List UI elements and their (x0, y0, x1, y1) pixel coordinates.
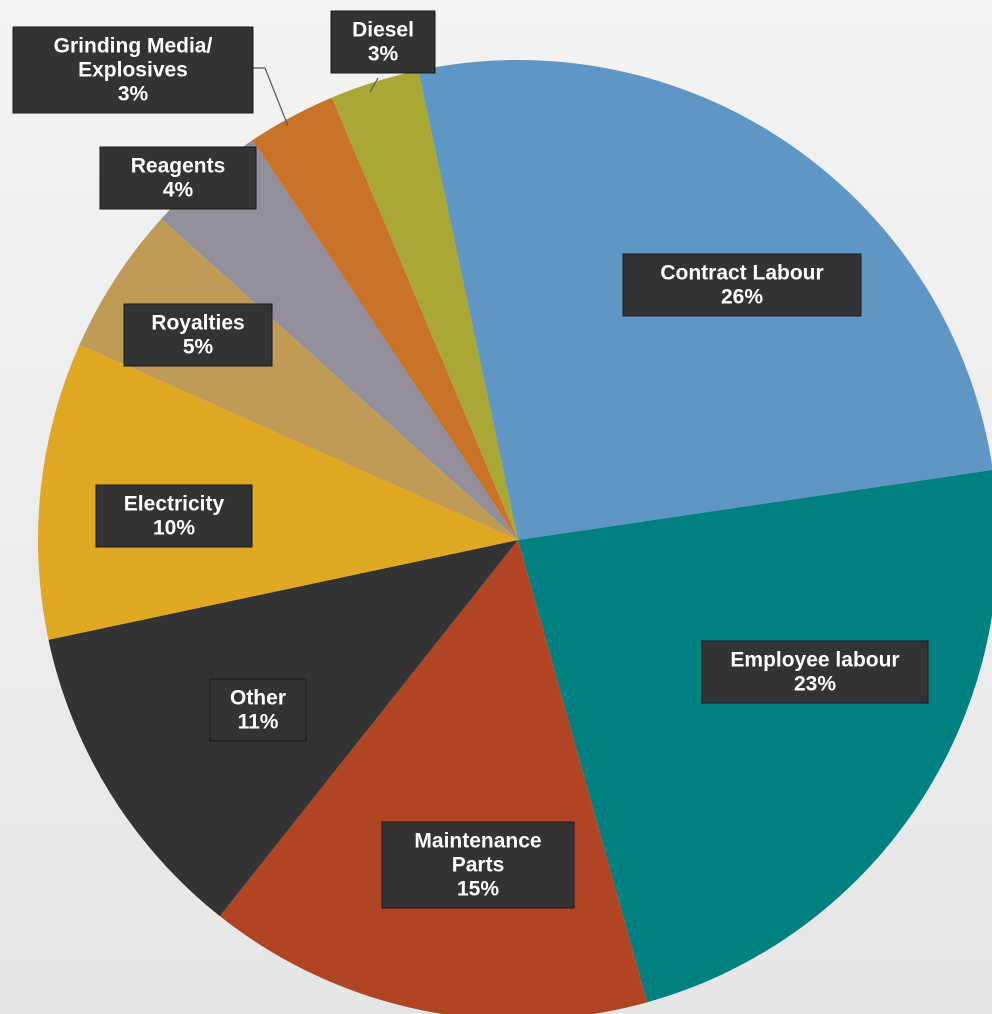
data-label-text: Maintenance Parts 15% (414, 830, 541, 901)
data-label-percent: 26% (721, 286, 763, 309)
data-label-text: Electricity 10% (124, 493, 225, 540)
data-label-box (701, 640, 929, 704)
data-label-percent: 3% (368, 43, 399, 66)
data-label-maintenance-parts: Maintenance Parts 15% (381, 821, 575, 909)
data-label-box (12, 26, 254, 114)
data-label-box (381, 821, 575, 909)
data-label-percent: 10% (153, 517, 195, 540)
data-label-category: Grinding Media/ (54, 35, 213, 58)
data-label-category: Employee labour (730, 649, 899, 672)
leader-line-grinding-media-explosives (250, 67, 289, 127)
pie-slice-employee-labour (518, 470, 992, 1003)
data-label-category: Other (230, 687, 286, 710)
data-label-percent: 4% (163, 179, 194, 202)
data-label-grinding-media-explosives: Grinding Media/Explosives 3% (12, 26, 254, 114)
data-label-percent: 11% (238, 711, 279, 734)
data-label-percent: 15% (457, 878, 499, 901)
data-label-category: Contract Labour (660, 262, 823, 285)
data-label-contract-labour: Contract Labour 26% (622, 253, 862, 317)
pie-slice-diesel (331, 70, 518, 541)
data-label-box (123, 303, 273, 367)
data-label-text: Other 11% (230, 687, 286, 734)
data-labels: Contract Labour 26% Employee labour 23% Main… (12, 10, 929, 909)
data-label-text: Royalties 5% (151, 312, 244, 359)
pie-slice-royalties (79, 218, 518, 540)
data-label-category: Diesel (352, 19, 414, 42)
pie-slice-electricity (38, 344, 519, 640)
data-label-category: Royalties (151, 312, 244, 335)
data-label-percent: 5% (183, 336, 214, 359)
leader-line-diesel (369, 77, 379, 93)
data-label-box (99, 146, 257, 210)
data-label-percent: 23% (794, 673, 836, 696)
data-label-category: Reagents (131, 155, 226, 178)
data-label-electricity: Electricity 10% (95, 484, 253, 548)
data-label-royalties: Royalties 5% (123, 303, 273, 367)
data-label-diesel: Diesel 3% (330, 10, 436, 74)
pie-slice-reagents (161, 140, 519, 540)
data-label-category: Parts (452, 854, 505, 877)
data-label-employee-labour: Employee labour 23% (701, 640, 929, 704)
data-label-text: Diesel 3% (352, 19, 414, 66)
pie-slice-grinding-media-explosives (252, 97, 518, 540)
data-label-box (330, 10, 436, 74)
data-label-percent: 3% (118, 83, 149, 106)
data-label-text: Reagents 4% (131, 155, 226, 202)
data-label-category: Electricity (124, 493, 225, 516)
data-label-box (622, 253, 862, 317)
data-label-box (95, 484, 253, 548)
data-label-reagents: Reagents 4% (99, 146, 257, 210)
data-label-text: Contract Labour 26% (660, 262, 823, 309)
data-label-box (209, 678, 307, 742)
data-label-text: Grinding Media/Explosives 3% (54, 35, 213, 106)
pie-slices (38, 60, 992, 1014)
data-label-category: Maintenance (414, 830, 541, 853)
data-label-category: Explosives (78, 59, 188, 82)
data-label-text: Employee labour 23% (730, 649, 899, 696)
leader-lines (250, 67, 379, 127)
data-label-other: Other 11% (209, 678, 307, 742)
